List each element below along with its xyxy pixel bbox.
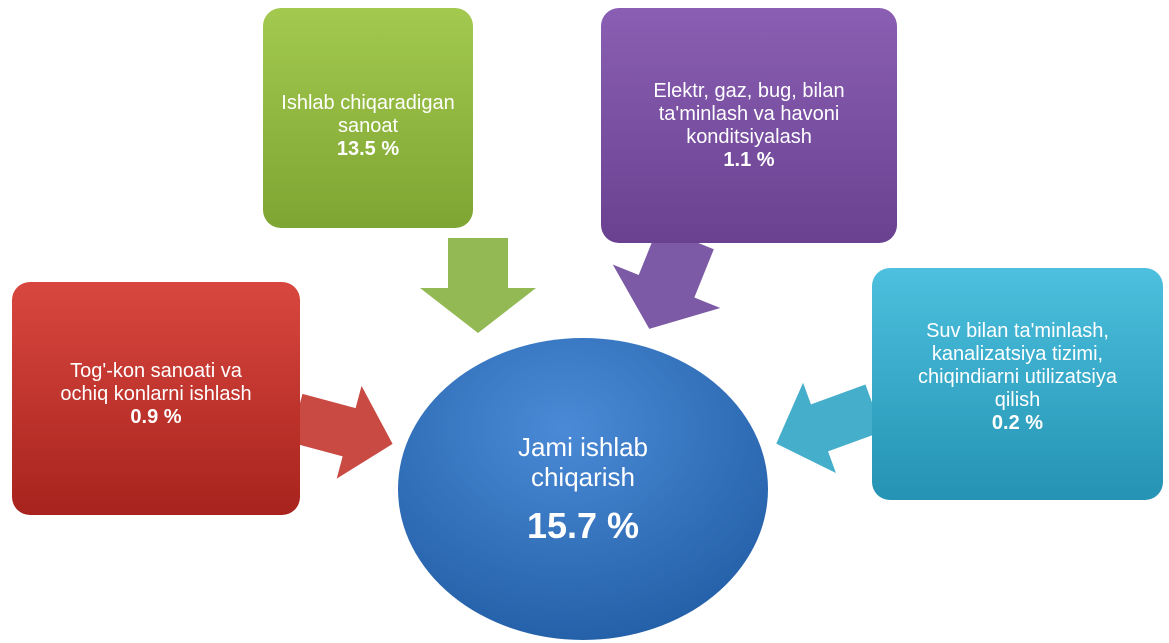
arrow-purple <box>612 226 721 329</box>
value: 15.7 % <box>526 505 640 546</box>
label-line: qilish <box>994 389 1041 411</box>
label-line: Ishlab chiqaradigan <box>281 92 455 114</box>
center-text: Jami ishlab chiqarish 15.7 % <box>433 432 733 546</box>
center-circle <box>398 338 768 640</box>
label-line: sanoat <box>337 115 399 137</box>
value: 0.2 % <box>991 412 1044 434</box>
label-line: Tog'-kon sanoati va <box>70 360 242 382</box>
label-line: Jami ishlab <box>517 432 649 462</box>
label-line: chiqarish <box>530 462 636 492</box>
node-text: Suv bilan ta'minlash, kanalizatsiya tizim… <box>872 320 1163 435</box>
box-cyan <box>872 268 1163 500</box>
node-text: Ishlab chiqaradigan sanoat 13.5 % <box>263 92 473 161</box>
value: 13.5 % <box>336 138 400 160</box>
box-green <box>263 8 473 228</box>
arrow-cyan <box>776 382 883 473</box>
arrow-green <box>420 238 536 333</box>
node-text: Elektr, gaz, bug, bilan ta'minlash va hav… <box>601 80 897 172</box>
node-text: Tog'-kon sanoati va ochiq konlarni ishlas… <box>12 360 300 429</box>
box-purple <box>601 8 897 243</box>
label-line: ta'minlash va havoni <box>658 103 840 125</box>
label-line: kanalizatsiya tizimi, <box>931 343 1104 365</box>
value: 1.1 % <box>723 149 775 171</box>
label-line: konditsiyalash <box>686 126 812 148</box>
label-line: ochiq konlarni ishlash <box>60 383 252 405</box>
arrow-red <box>289 385 393 479</box>
label-line: Elektr, gaz, bug, bilan <box>653 80 845 102</box>
value: 0.9 % <box>130 406 182 428</box>
label-line: chiqindiarni utilizatsiya <box>918 366 1117 388</box>
label-line: Suv bilan ta'minlash, <box>926 320 1109 342</box>
box-red <box>12 282 300 515</box>
